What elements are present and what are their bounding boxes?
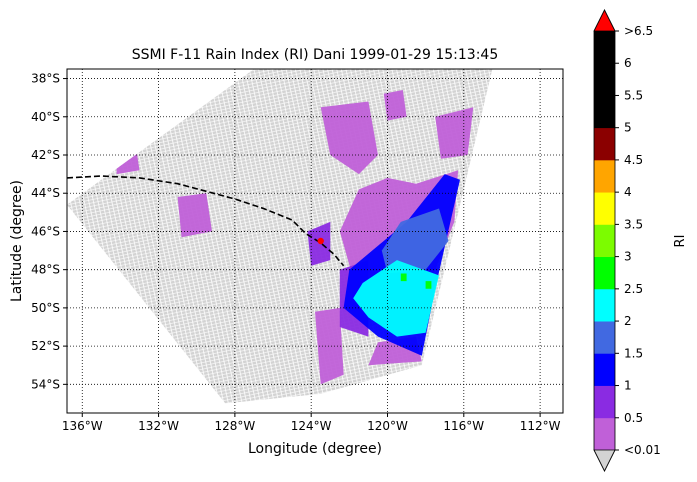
rain-region-7: [315, 307, 344, 385]
colorbar-segment-0: [594, 417, 615, 451]
storm-track-line: [67, 175, 345, 267]
colorbar-tick-label: 4.5: [624, 153, 643, 167]
colorbar-tick-label: 1.5: [624, 346, 643, 360]
colorbar-tick-label: 5.5: [624, 88, 643, 102]
rain-region-6: [383, 90, 407, 121]
colorbar-segment-9: [594, 127, 615, 161]
colorbar-tick-label: 1: [624, 379, 632, 393]
colorbar-label: RI: [673, 235, 688, 248]
y-tick-label: 54°S: [31, 377, 60, 391]
plot-area: [67, 69, 563, 413]
x-tick-label: 132°W: [138, 419, 179, 433]
colorbar-segment-4: [594, 288, 615, 322]
colorbar-tick-label: 2: [624, 314, 632, 328]
colorbar-tick-label: 3.5: [624, 217, 643, 231]
plot-frame: [66, 68, 564, 414]
colorbar-under-arrow: [593, 449, 616, 472]
x-tick-label: 136°W: [62, 419, 103, 433]
colorbar-tick-label: 6: [624, 56, 632, 70]
x-axis-label: Longitude (degree): [248, 441, 382, 457]
rain-region-2: [116, 145, 140, 175]
colorbar-segment-5: [594, 256, 615, 290]
colorbar-segment-10: [594, 95, 615, 129]
y-axis-label: Latitude (degree): [9, 180, 25, 302]
rain-region-12: [353, 260, 439, 337]
x-tick-label: 124°W: [291, 419, 332, 433]
rain-region-3: [177, 193, 212, 238]
x-tick-label: 120°W: [367, 419, 408, 433]
y-tick-label: 52°S: [31, 339, 60, 353]
x-tick-label: 116°W: [443, 419, 484, 433]
colorbar-tick-label: <0.01: [624, 443, 661, 457]
x-axis-ticks: 136°W 132°W 128°W 124°W 120°W 116°W 112°W: [62, 413, 561, 433]
rain-region-9: [307, 221, 331, 266]
x-tick-label: 112°W: [520, 419, 561, 433]
rain-region-4: [320, 101, 378, 175]
y-tick-label: 38°S: [31, 72, 60, 86]
y-tick-label: 42°S: [31, 148, 60, 162]
y-axis-ticks: 38°S 40°S 42°S 44°S 46°S 48°S 50°S 52°S 54°S: [31, 72, 67, 391]
colorbar-tick-label: 4: [624, 185, 632, 199]
colorbar-tick-label: 3: [624, 250, 632, 264]
colorbar-tick-label: 0.5: [624, 411, 643, 425]
y-tick-label: 46°S: [31, 224, 60, 238]
colorbar-segment-6: [594, 224, 615, 258]
x-tick-label: 128°W: [214, 419, 255, 433]
chart-title: SSMI F-11 Rain Index (RI) Dani 1999-01-2…: [132, 47, 499, 63]
colorbar-segment-1: [594, 385, 615, 419]
rain-region-13: [400, 273, 407, 282]
gridlines: [67, 69, 563, 413]
rain-region-11: [381, 208, 449, 274]
y-tick-label: 48°S: [31, 263, 60, 277]
y-tick-label: 50°S: [31, 301, 60, 315]
y-tick-label: 44°S: [31, 186, 60, 200]
colorbar-segment-11: [594, 63, 615, 96]
colorbar-segment-7: [594, 192, 615, 225]
colorbar-segment-3: [594, 321, 615, 354]
colorbar: <0.01 0.5 1 1.5 2 2.5 3 3.5 4 4.5 5 5.5 6 >6.5: [593, 9, 661, 472]
colorbar-segment-12: [594, 31, 615, 64]
y-tick-label: 40°S: [31, 110, 60, 124]
colorbar-segment-2: [594, 353, 615, 386]
colorbar-tick-label: 2.5: [624, 282, 643, 296]
storm-center-marker: [317, 237, 324, 245]
colorbar-segment-8: [594, 159, 615, 193]
colorbar-tick-label: >6.5: [624, 24, 653, 38]
colorbar-over-arrow: [593, 9, 616, 32]
colorbar-tick-label: 5: [624, 121, 632, 135]
rain-region-14: [425, 281, 432, 289]
